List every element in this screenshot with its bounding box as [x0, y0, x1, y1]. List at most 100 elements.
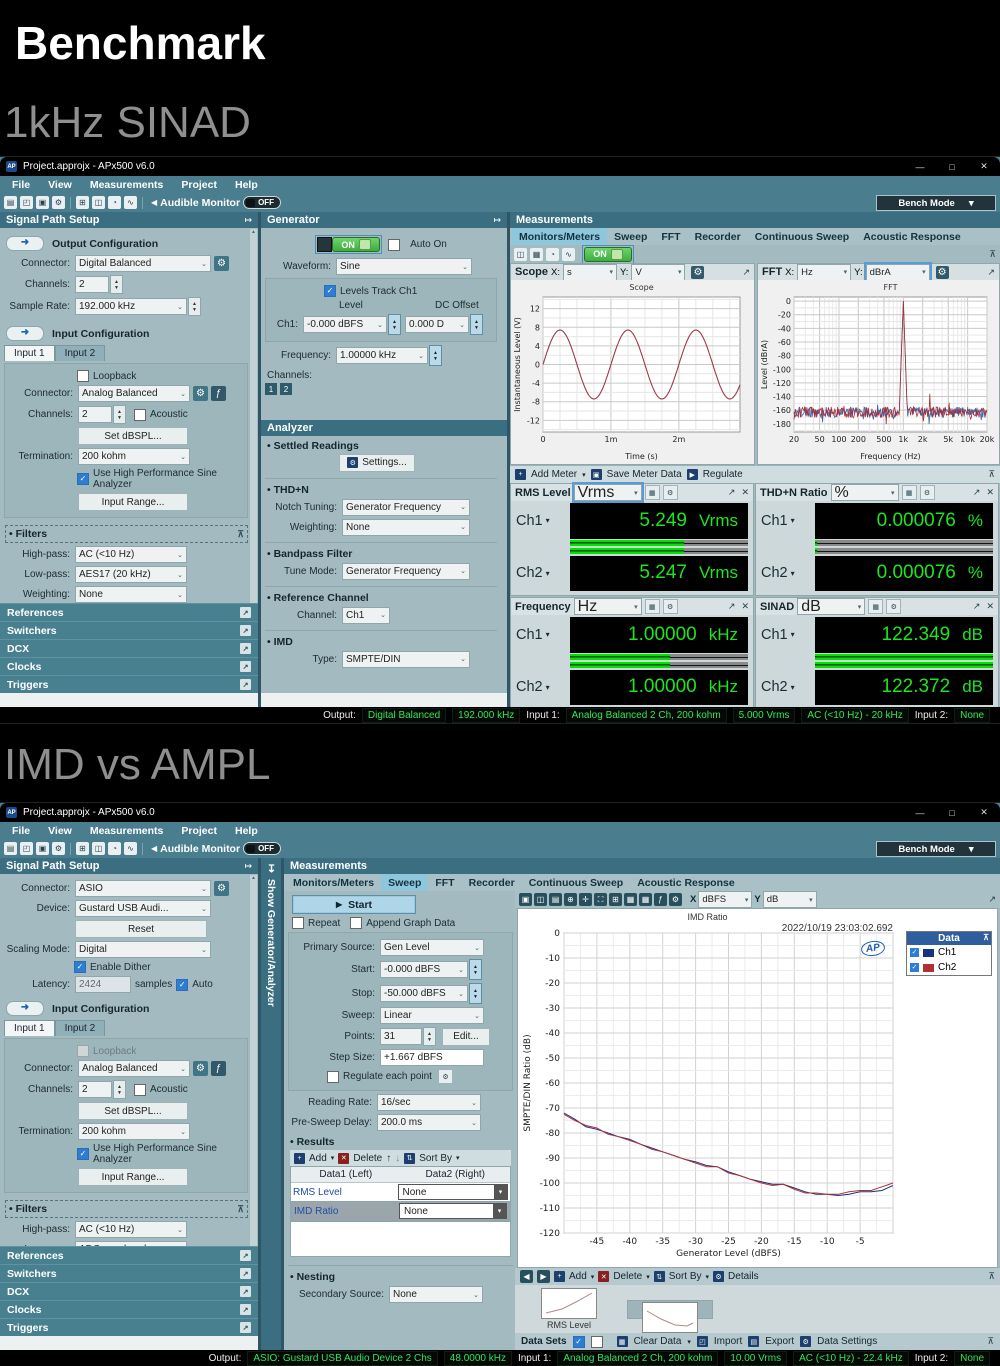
collapse-icon[interactable]: ↦ — [244, 214, 252, 225]
meter-scale-icon[interactable]: ▦ — [644, 599, 660, 614]
save-project-icon[interactable]: ▣ — [36, 842, 49, 855]
regulate-button[interactable]: Regulate — [702, 469, 743, 480]
dataset1-checkbox[interactable]: ✓ — [572, 1335, 585, 1348]
sidebar-item-clocks[interactable]: Clocks ↗ — [0, 1300, 258, 1318]
tab-input-2[interactable]: Input 2 — [54, 345, 106, 361]
input-channels-stepper[interactable]: ▲ ▼ — [113, 1080, 126, 1099]
ch1-selector[interactable]: Ch1 ▾ — [761, 626, 795, 643]
output-connector-settings-icon[interactable]: ⚙ — [214, 256, 229, 271]
generator-toggle[interactable]: ON — [315, 235, 383, 254]
collapse-icon[interactable]: ↦ — [244, 860, 252, 871]
set-dbspl-button[interactable]: Set dBSPL... — [78, 1102, 188, 1120]
menu-file[interactable]: File — [12, 824, 31, 837]
import-button[interactable]: Import — [713, 1336, 743, 1347]
meter-popout-icon[interactable]: ↗ — [727, 601, 736, 611]
scope-popout-icon[interactable]: ↗ — [742, 266, 750, 277]
copy-graph-icon[interactable]: ◫ — [534, 893, 547, 906]
ch2-selector[interactable]: Ch2 ▾ — [761, 679, 795, 696]
rms-unit-select[interactable]: Vrms ▾ — [571, 482, 644, 503]
audible-monitor-toggle[interactable]: OFF — [243, 842, 282, 855]
popout-icon[interactable]: ↗ — [240, 643, 251, 654]
fft-popout-icon[interactable]: ↗ — [987, 266, 995, 277]
reference-channel-select[interactable]: Ch1 ⌄ — [342, 606, 390, 624]
sidebar-item-switchers[interactable]: Switchers ↗ — [0, 1264, 258, 1282]
tab-fft[interactable]: FFT — [435, 876, 455, 889]
scope-x-unit-select[interactable]: s ▾ — [563, 263, 617, 281]
weighting-select[interactable]: None ⌄ — [75, 586, 187, 603]
data-settings-button[interactable]: Data Settings — [817, 1336, 878, 1347]
move-down-button[interactable]: ↓ — [395, 1152, 401, 1164]
sweep-type-select[interactable]: Linear ⌄ — [380, 1007, 484, 1024]
meter-scale-icon[interactable]: ▦ — [644, 485, 660, 500]
measurements-header[interactable]: Measurements — [284, 858, 1000, 874]
high-performance-checkbox[interactable]: ✓ — [77, 473, 89, 485]
menu-view[interactable]: View — [48, 824, 72, 837]
popout-icon[interactable]: ↗ — [240, 1250, 251, 1261]
acoustic-checkbox[interactable] — [134, 408, 146, 421]
ch1-dc-offset-input[interactable]: 0.000 D ⌄ — [405, 316, 469, 333]
tab-input-2[interactable]: Input 2 — [54, 1020, 106, 1036]
sidebar-item-triggers[interactable]: Triggers ↗ — [0, 675, 258, 693]
ch1-level-input[interactable]: -0.000 dBFS ⌄ — [303, 316, 387, 333]
reset-button[interactable]: Reset — [75, 920, 207, 938]
tab-recorder[interactable]: Recorder — [468, 876, 515, 889]
maximize-button[interactable]: □ — [949, 161, 955, 172]
popout-icon[interactable]: ↗ — [240, 679, 251, 690]
settings-icon[interactable]: ⚙ — [52, 196, 65, 209]
secondary-source-select[interactable]: None ⌄ — [389, 1286, 483, 1303]
maximize-button[interactable]: □ — [949, 807, 955, 818]
latency-auto-checkbox[interactable]: ✓ — [176, 978, 189, 991]
meter-popout-icon[interactable]: ↗ — [727, 487, 736, 497]
scaling-mode-select[interactable]: Digital ⌄ — [75, 941, 211, 958]
fx-icon[interactable]: ƒ — [654, 893, 667, 906]
points-stepper[interactable]: ▲ ▼ — [423, 1027, 436, 1046]
x-unit-select[interactable]: dBFS ▾ — [698, 891, 753, 908]
graph-popout-icon[interactable]: ↗ — [988, 894, 996, 904]
acoustic-checkbox[interactable] — [134, 1083, 146, 1096]
thumbnail-rms-level[interactable]: RMS Level — [527, 1287, 611, 1331]
repeat-checkbox[interactable] — [292, 917, 304, 929]
asio-connector-select[interactable]: ASIO ⌄ — [75, 880, 211, 897]
add-graph-button[interactable]: Add — [569, 1271, 587, 1282]
start-button[interactable]: ▶ Start — [292, 895, 416, 914]
minimize-button[interactable]: — — [915, 161, 925, 172]
minimize-button[interactable]: — — [915, 807, 925, 818]
cursor-icon[interactable]: ▦ — [639, 893, 652, 906]
delete-graph-button[interactable]: Delete — [613, 1271, 643, 1282]
popout-icon[interactable]: ↗ — [240, 1322, 251, 1333]
sidebar-item-dcx[interactable]: DCX ↗ — [0, 1282, 258, 1300]
data2-select[interactable]: None ▾ — [399, 1203, 507, 1219]
tab-monitors-meters[interactable]: Monitors/Meters — [293, 876, 375, 889]
meter-scale-icon[interactable]: ▦ — [868, 599, 884, 614]
sidebar-item-references[interactable]: References ↗ — [0, 603, 258, 621]
signal-path-setup-header[interactable]: Signal Path Setup ↦ — [0, 858, 258, 874]
menu-help[interactable]: Help — [234, 178, 258, 191]
meter-settings-icon[interactable]: ⚙ — [662, 599, 678, 614]
layout-icon[interactable]: ◫ — [514, 247, 527, 261]
export-button[interactable]: Export — [765, 1336, 795, 1347]
analyzer-weighting-select[interactable]: None ⌄ — [342, 518, 470, 536]
collapse-icon[interactable]: ↦ — [493, 214, 501, 225]
sidebar-item-references[interactable]: References ↗ — [0, 1246, 258, 1264]
bench-mode-dropdown[interactable]: Bench Mode ▾ — [876, 841, 996, 857]
menu-measurements[interactable]: Measurements — [89, 824, 164, 837]
loopback-checkbox[interactable] — [77, 370, 89, 382]
pin-icon[interactable]: ⊼ — [987, 1336, 994, 1346]
input-auto-icon[interactable]: ƒ — [211, 1061, 226, 1076]
input-connector-select[interactable]: Analog Balanced ⌄ — [78, 1060, 190, 1077]
sidebar-item-dcx[interactable]: DCX ↗ — [0, 639, 258, 657]
append-checkbox[interactable] — [350, 917, 363, 929]
menu-measurements[interactable]: Measurements — [89, 178, 164, 191]
menu-help[interactable]: Help — [234, 824, 258, 837]
tune-mode-select[interactable]: Generator Frequency ⌄ — [342, 562, 470, 580]
sequence-icon[interactable]: ◫ — [92, 842, 105, 855]
input-range-button[interactable]: Input Range... — [78, 1168, 188, 1186]
table-view-icon[interactable]: ▦ — [624, 893, 637, 906]
bench-mode-dropdown[interactable]: Bench Mode ▾ — [876, 195, 996, 211]
set-dbspl-button[interactable]: Set dBSPL... — [78, 427, 188, 445]
auto-on-checkbox[interactable] — [388, 238, 401, 251]
latency-field[interactable]: 2424 — [75, 976, 131, 993]
ch2-visible-checkbox[interactable]: ✓ — [910, 963, 919, 972]
input-connector-select[interactable]: Analog Balanced ⌄ — [78, 385, 190, 402]
imd-type-select[interactable]: SMPTE/DIN ⌄ — [342, 650, 470, 668]
